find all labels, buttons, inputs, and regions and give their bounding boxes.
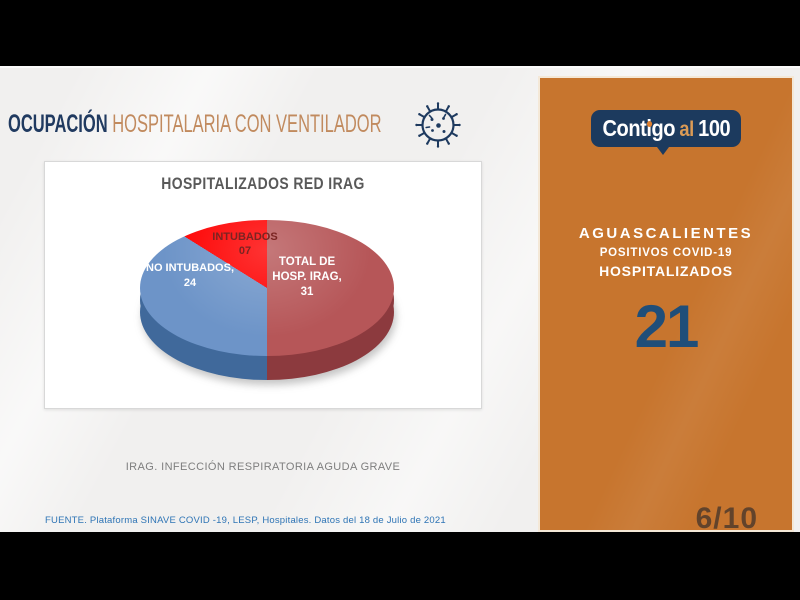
- source-note: FUENTE. Plataforma SINAVE COVID -19, LES…: [45, 515, 446, 526]
- page-title-primary: OCUPACIÓN: [8, 110, 108, 138]
- page-indicator: 6/10: [695, 502, 758, 535]
- pie-top: [140, 220, 394, 356]
- virus-tick: [428, 114, 433, 119]
- panel-subtitle-hospitalizados: HOSPITALIZADOS: [599, 263, 733, 279]
- panel-subtitle-positivos: POSITIVOS COVID-19: [599, 247, 733, 259]
- virus-body: [421, 108, 455, 142]
- virus-dot: [430, 118, 434, 121]
- sidebar-panel: Contigo al 100 AGUASCALIENTES POSITIVOS CO…: [538, 76, 794, 535]
- pie-label-total-line1: TOTAL DE: [278, 256, 336, 268]
- footnote: IRAG. INFECCIÓN RESPIRATORIA AGUDA GRAVE: [125, 461, 401, 473]
- virus-dot: [442, 130, 446, 133]
- pie-label-intubados-value: 07: [238, 245, 252, 257]
- hospitalized-count: 21: [634, 293, 700, 360]
- pie-label-intubados-name: INTUBADOS: [212, 231, 278, 243]
- pie-chart: INTUBADOS 07 NO INTUBADOS, 24 TOTAL DE H…: [140, 220, 394, 382]
- virus-tick: [425, 126, 431, 129]
- pie-label-total-line2: HOSP. IRAG,: [272, 271, 342, 283]
- region-title: AGUASCALIENTES: [578, 225, 754, 242]
- logo-word-100: 100: [697, 115, 731, 141]
- pie-label-no-intubados-value: 24: [183, 277, 197, 289]
- contigo-al-100-logo: Contigo al 100: [591, 110, 741, 155]
- logo-i-dot: [646, 121, 652, 127]
- letterbox-top: [0, 0, 800, 68]
- pie-label-no-intubados-name: NO INTUBADOS,: [146, 262, 234, 274]
- logo-text: Contigo al 100: [602, 115, 730, 142]
- coronavirus-icon: [415, 102, 461, 148]
- virus-dot: [431, 129, 434, 132]
- pie-label-no-intubados: NO INTUBADOS, 24: [146, 261, 234, 291]
- logo-word-contigo: Contigo: [602, 115, 675, 141]
- pie-label-total: TOTAL DE HOSP. IRAG, 31: [272, 255, 341, 300]
- virus-tick: [442, 113, 447, 119]
- virus-center-dot: [436, 123, 441, 128]
- page-title-secondary: HOSPITALARIA CON VENTILADOR: [112, 110, 382, 138]
- chart-card: HOSPITALIZADOS RED IRAG INTUBADOS 07 NO …: [44, 161, 482, 409]
- pie-label-total-value: 31: [300, 286, 314, 298]
- logo-bubble-tail: [657, 147, 669, 155]
- pie-label-intubados: INTUBADOS 07: [212, 230, 277, 258]
- page-title: OCUPACIÓN HOSPITALARIA CON VENTILADOR: [8, 110, 381, 139]
- letterbox-bottom: [0, 532, 800, 600]
- logo-word-al: al: [679, 118, 694, 141]
- chart-title: HOSPITALIZADOS RED IRAG: [161, 174, 365, 193]
